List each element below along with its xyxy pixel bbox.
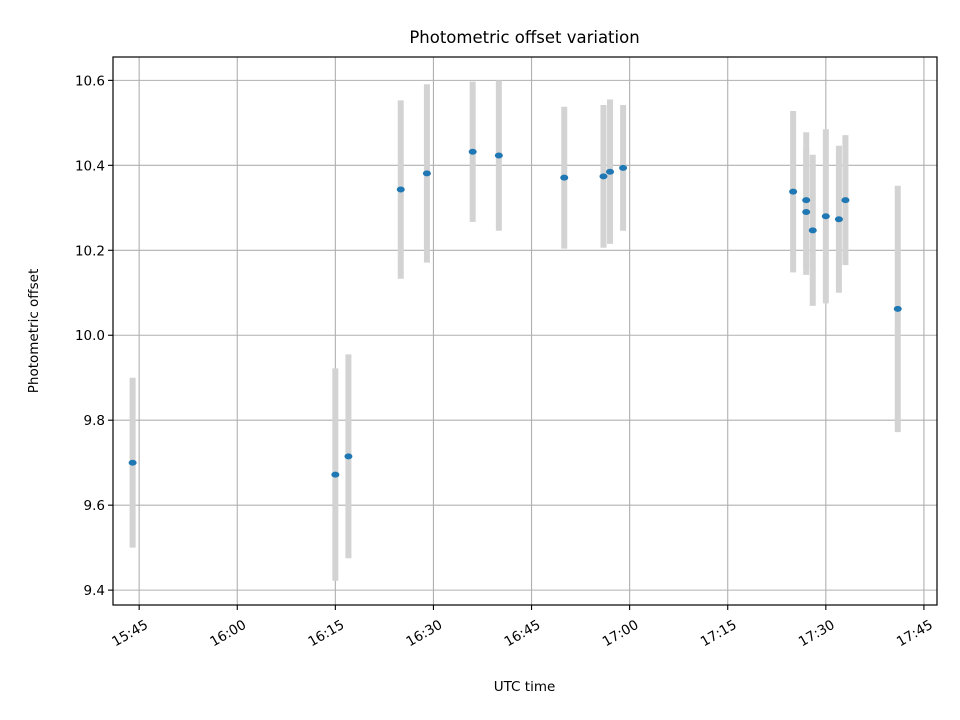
data-point bbox=[893, 305, 902, 312]
data-point bbox=[606, 168, 615, 175]
data-point bbox=[468, 148, 477, 155]
y-tick-label: 10.2 bbox=[75, 243, 105, 259]
chart-title: Photometric offset variation bbox=[409, 28, 639, 47]
data-point bbox=[344, 453, 353, 460]
data-point bbox=[802, 197, 811, 204]
data-point bbox=[821, 213, 830, 220]
x-axis-label: UTC time bbox=[494, 679, 556, 695]
data-point bbox=[599, 173, 608, 180]
data-point bbox=[802, 209, 811, 216]
data-point bbox=[619, 164, 628, 171]
data-point bbox=[128, 459, 137, 466]
data-point bbox=[808, 227, 817, 234]
data-points bbox=[128, 148, 902, 478]
grid bbox=[113, 57, 937, 605]
data-point bbox=[396, 186, 405, 193]
data-point bbox=[789, 188, 798, 195]
y-axis-label: Photometric offset bbox=[26, 269, 42, 393]
y-tick-label: 10.0 bbox=[75, 328, 105, 344]
y-tick-label: 9.4 bbox=[84, 583, 105, 599]
y-tick-label: 9.6 bbox=[84, 498, 105, 514]
y-tick-label: 9.8 bbox=[84, 413, 105, 429]
data-point bbox=[494, 152, 503, 159]
y-tick-label: 10.4 bbox=[75, 158, 105, 174]
y-axis-ticks: 9.4 9.6 9.8 10.0 10.2 10.4 10.6 bbox=[75, 73, 113, 599]
data-point bbox=[331, 471, 340, 478]
data-point bbox=[560, 174, 569, 181]
plot-frame bbox=[112, 56, 938, 606]
data-point bbox=[834, 216, 843, 223]
data-point bbox=[422, 170, 431, 177]
data-point bbox=[841, 197, 850, 204]
y-tick-label: 10.6 bbox=[75, 73, 105, 89]
